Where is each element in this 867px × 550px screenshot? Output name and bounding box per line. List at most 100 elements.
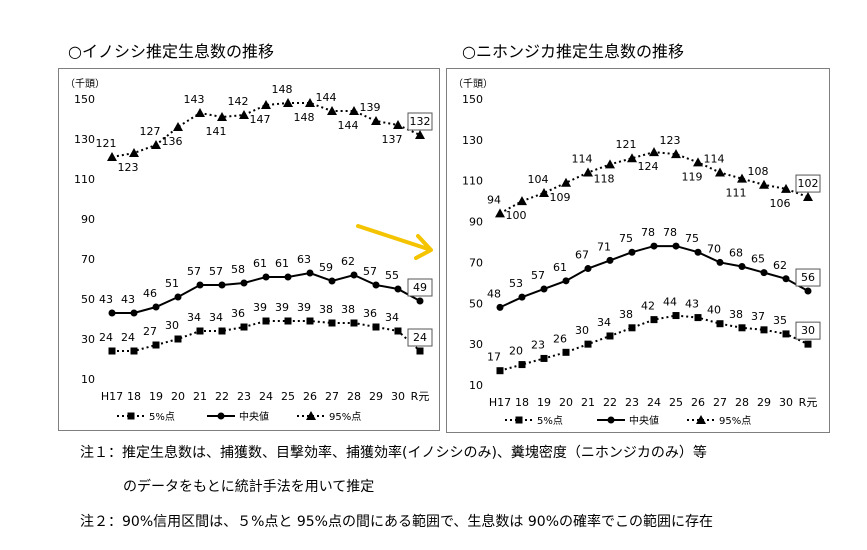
data-label: 37 <box>751 310 765 323</box>
marker-circle <box>218 281 226 289</box>
data-label: 121 <box>616 138 637 151</box>
marker-square <box>394 327 402 335</box>
data-label: 34 <box>597 316 611 329</box>
marker-circle <box>284 273 292 281</box>
data-label: 139 <box>360 101 381 114</box>
y-tick-label: 50 <box>469 297 483 310</box>
marker-square <box>738 324 746 332</box>
data-label: 123 <box>660 134 681 147</box>
y-tick-label: 70 <box>469 256 483 269</box>
marker-circle <box>562 277 570 285</box>
legend-circle-icon <box>217 412 225 420</box>
data-label: 27 <box>143 325 157 338</box>
marker-square <box>782 330 790 338</box>
x-tick-label: 19 <box>149 390 163 403</box>
data-label: 44 <box>663 296 677 309</box>
y-tick-label: 70 <box>81 253 95 266</box>
marker-circle <box>196 281 204 289</box>
data-label: 62 <box>341 255 355 268</box>
series-line-0 <box>112 320 421 352</box>
data-label: 148 <box>272 83 293 96</box>
y-tick-label: 10 <box>469 379 483 392</box>
marker-square <box>672 312 680 320</box>
x-tick-label: 26 <box>691 396 705 409</box>
data-label: 78 <box>663 226 677 239</box>
marker-circle <box>518 293 526 301</box>
unit-label: （千頭） <box>65 78 105 90</box>
data-label: 57 <box>209 265 223 278</box>
y-tick-label: 130 <box>74 133 95 146</box>
data-label: 24 <box>99 331 113 344</box>
x-tick-label: 28 <box>735 396 749 409</box>
marker-circle <box>306 269 314 277</box>
data-label: 124 <box>638 160 659 173</box>
marker-square <box>240 323 248 331</box>
data-label: 71 <box>597 240 611 253</box>
marker-square <box>108 347 116 355</box>
marker-triangle <box>371 116 381 125</box>
marker-square <box>540 354 548 362</box>
boar-chart-svg: （千頭） 10 30 50 70 90 110 130 150 H17 18 19 20 21 22 23 24… <box>65 78 433 423</box>
y-tick-label: 10 <box>81 373 95 386</box>
marker-triangle <box>605 159 615 169</box>
data-label: 118 <box>594 172 615 185</box>
unit-label: （千頭） <box>453 78 493 90</box>
data-label: 63 <box>297 253 311 266</box>
marker-triangle <box>803 192 813 202</box>
data-label: 38 <box>341 303 355 316</box>
marker-square <box>584 340 592 348</box>
data-label: 24 <box>121 331 135 344</box>
marker-triangle <box>539 187 549 197</box>
marker-triangle <box>349 106 359 115</box>
marker-triangle <box>129 148 139 157</box>
data-label: 114 <box>704 153 725 166</box>
x-tick-label: 29 <box>757 396 771 409</box>
data-label: 75 <box>685 232 699 245</box>
y-tick-label: 30 <box>81 333 95 346</box>
marker-circle <box>716 258 724 266</box>
x-tick-label: 25 <box>669 396 683 409</box>
legend-square-icon <box>515 416 523 424</box>
marker-triangle <box>781 183 791 193</box>
y-tick-label: 90 <box>469 216 483 229</box>
marker-triangle <box>737 173 747 183</box>
data-label: 62 <box>773 259 787 272</box>
x-tick-label: 19 <box>537 396 551 409</box>
x-tick-label: 22 <box>603 396 617 409</box>
x-tick-label: 25 <box>281 390 295 403</box>
boar-chart-title: ○イノシシ推定生息数の推移 <box>68 42 274 61</box>
data-label: 61 <box>275 257 289 270</box>
x-tick-label: 30 <box>391 390 405 403</box>
marker-circle <box>496 303 504 311</box>
marker-triangle <box>583 167 593 177</box>
x-tick-label: H17 <box>489 396 511 409</box>
data-label: 59 <box>319 261 333 274</box>
series-line-0 <box>499 314 809 372</box>
marker-square <box>650 316 658 324</box>
y-tick-label: 150 <box>74 93 95 106</box>
data-label: 39 <box>275 301 289 314</box>
data-label: 65 <box>751 253 765 266</box>
data-label: 48 <box>487 287 501 300</box>
x-tick-label: 23 <box>237 390 251 403</box>
marker-triangle <box>283 98 293 107</box>
data-label: 58 <box>231 263 245 276</box>
data-label: 38 <box>729 308 743 321</box>
marker-circle <box>372 281 380 289</box>
data-label: 67 <box>575 249 589 262</box>
x-tick-label: 20 <box>171 390 185 403</box>
marker-square <box>196 327 204 335</box>
marker-circle <box>240 279 248 287</box>
marker-circle <box>416 297 424 305</box>
data-label: 142 <box>228 95 249 108</box>
data-label: 39 <box>253 301 267 314</box>
marker-circle <box>738 263 746 271</box>
data-label: 148 <box>294 111 315 124</box>
marker-triangle <box>107 152 117 161</box>
data-label: 61 <box>253 257 267 270</box>
marker-square <box>760 326 768 334</box>
data-label: 17 <box>487 351 501 364</box>
marker-triangle <box>239 110 249 119</box>
marker-square <box>562 348 570 356</box>
data-label: 34 <box>209 311 223 324</box>
